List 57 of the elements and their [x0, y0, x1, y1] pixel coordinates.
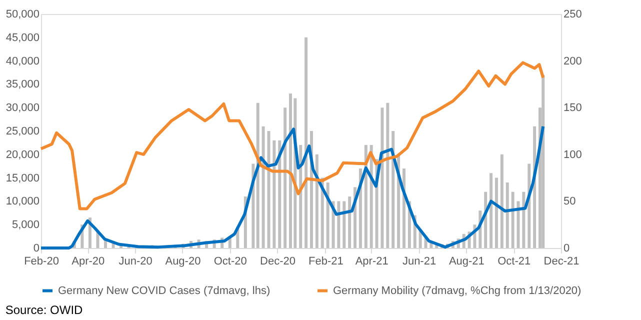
- bar: [289, 94, 292, 248]
- x-tick-label: Feb-20: [24, 256, 59, 268]
- bar: [386, 102, 390, 248]
- y-tick-label: 50,000: [6, 8, 40, 20]
- bar: [315, 154, 318, 248]
- x-tick-label: Oct-20: [214, 256, 247, 268]
- bar: [392, 131, 395, 248]
- y-tick-label: 5,000: [12, 219, 40, 232]
- bar: [494, 178, 498, 248]
- bar: [304, 37, 308, 248]
- x-tick-label: Aug-21: [448, 256, 484, 268]
- bar: [262, 126, 265, 248]
- y-tick-label: 35,000: [6, 78, 40, 91]
- bar: [342, 201, 346, 248]
- y-tick-label: 15,000: [6, 172, 40, 184]
- y2-tick-label: 150: [564, 102, 582, 114]
- x-tick-label: Feb-21: [308, 256, 344, 268]
- source-note: Source: OWID: [5, 303, 84, 317]
- bar: [380, 108, 384, 248]
- y-tick-label: 45,000: [6, 32, 40, 44]
- y-tick-label: 0: [33, 242, 40, 254]
- x-tick-label: Dec-20: [260, 256, 296, 268]
- bar: [267, 131, 270, 248]
- y-tick-label: 25,000: [6, 126, 40, 138]
- y2-tick-label: 100: [564, 148, 582, 161]
- bar: [542, 74, 545, 248]
- y2-tick-label: 0: [564, 242, 570, 254]
- x-tick-label: Jun-20: [118, 256, 152, 268]
- bar: [326, 182, 330, 248]
- legend-label: Germany New COVID Cases (7dmavg, lhs): [58, 284, 270, 297]
- x-tick-label: Apr-20: [72, 256, 105, 268]
- y-tick-label: 40,000: [6, 55, 40, 68]
- bar: [272, 140, 276, 248]
- bar: [337, 201, 340, 248]
- line-series: [40, 124, 545, 250]
- x-tick-label: Apr-21: [355, 256, 388, 268]
- y-tick-label: 20,000: [6, 148, 40, 161]
- x-tick-label: Aug-20: [165, 256, 201, 268]
- x-tick-label: Dec-21: [544, 256, 580, 268]
- y-tick-label: 10,000: [6, 196, 40, 208]
- bar: [511, 192, 514, 248]
- bar: [490, 173, 493, 248]
- x-tick-label: Jun-21: [402, 256, 436, 268]
- y2-tick-label: 200: [564, 55, 582, 68]
- y2-tick-label: 250: [564, 8, 582, 20]
- bar: [506, 182, 509, 248]
- y2-tick-label: 50: [564, 196, 576, 208]
- bar: [516, 201, 520, 248]
- y-tick-label: 30,000: [6, 102, 40, 114]
- legend-label: Germany Mobility (7dmavg, %Chg from 1/13/2020): [333, 284, 582, 297]
- bar: [278, 140, 282, 248]
- bar: [348, 196, 352, 248]
- bar: [522, 192, 526, 248]
- x-tick-label: Oct-21: [498, 256, 531, 268]
- line-series: [40, 61, 545, 210]
- bar: [284, 108, 287, 248]
- bar: [500, 154, 504, 248]
